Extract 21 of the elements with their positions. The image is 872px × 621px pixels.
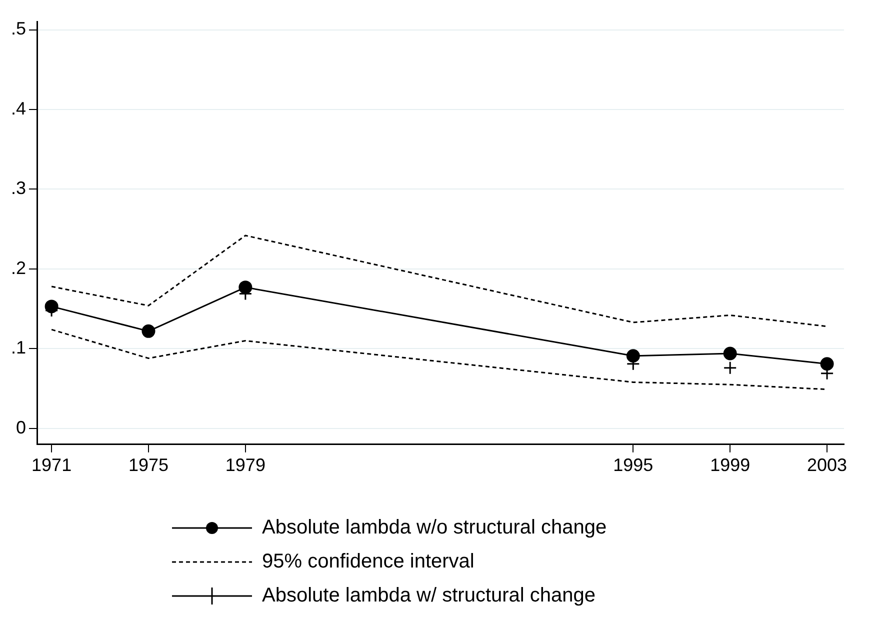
y-tick-label: .5	[10, 18, 26, 39]
legend-label: Absolute lambda w/o structural change	[262, 516, 607, 539]
y-tick-label: .2	[10, 258, 26, 278]
point	[820, 357, 834, 371]
point	[626, 349, 640, 363]
x-tick-label: 1999	[710, 455, 750, 476]
y-tick-label: .3	[10, 178, 26, 198]
point	[723, 361, 737, 375]
x-tick-label: 1975	[128, 455, 169, 476]
y-tick-label: 0	[16, 417, 26, 438]
y-tick-label: .4	[10, 98, 26, 118]
x-tick-label: 2003	[807, 455, 848, 476]
x-tick-label: 1971	[32, 455, 72, 476]
legend-label: 95% confidence interval	[262, 550, 474, 573]
x-tick-label: 1995	[613, 455, 654, 476]
x-tick-label: 1979	[225, 455, 266, 476]
point	[238, 280, 252, 294]
legend-label: Absolute lambda w/ structural change	[262, 584, 596, 607]
point	[723, 346, 737, 360]
line-series	[50, 234, 828, 328]
y-tick-label: .1	[10, 338, 26, 358]
